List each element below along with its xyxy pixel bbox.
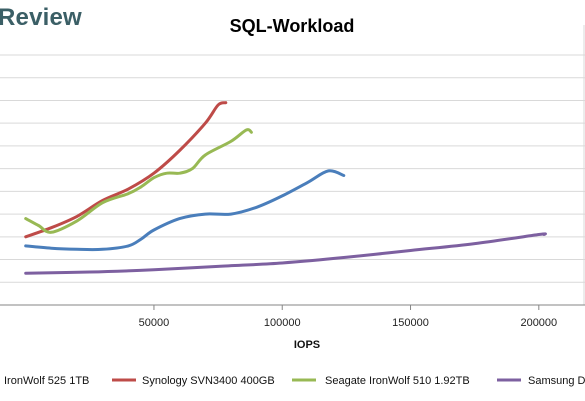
series-line-3 — [24, 128, 253, 234]
x-tick-label: 200000 — [520, 317, 557, 329]
series-line-1 — [24, 169, 346, 252]
series-line-4 — [24, 232, 547, 275]
legend-entry: IronWolf 525 1TB — [4, 375, 89, 387]
gridlines — [0, 25, 585, 305]
legend: IronWolf 525 1TB Synology SVN3400 400GB Se… — [4, 375, 585, 387]
x-tick-label: 50000 — [139, 317, 170, 329]
legend-entry: Seagate IronWolf 510 1.92TB — [325, 375, 470, 387]
legend-entry: Samsung D — [528, 375, 585, 387]
brand-logo-text: Review — [0, 4, 82, 31]
x-tick-label: 100000 — [264, 317, 301, 329]
legend-entry: Synology SVN3400 400GB — [142, 375, 275, 387]
chart-title: SQL-Workload — [230, 16, 355, 36]
x-axis-label: IOPS — [294, 339, 320, 351]
x-tick-label: 150000 — [392, 317, 429, 329]
series-line-2 — [24, 101, 228, 239]
series-lines — [24, 101, 547, 275]
x-tick-labels: 50000 100000 150000 200000 — [139, 305, 557, 329]
